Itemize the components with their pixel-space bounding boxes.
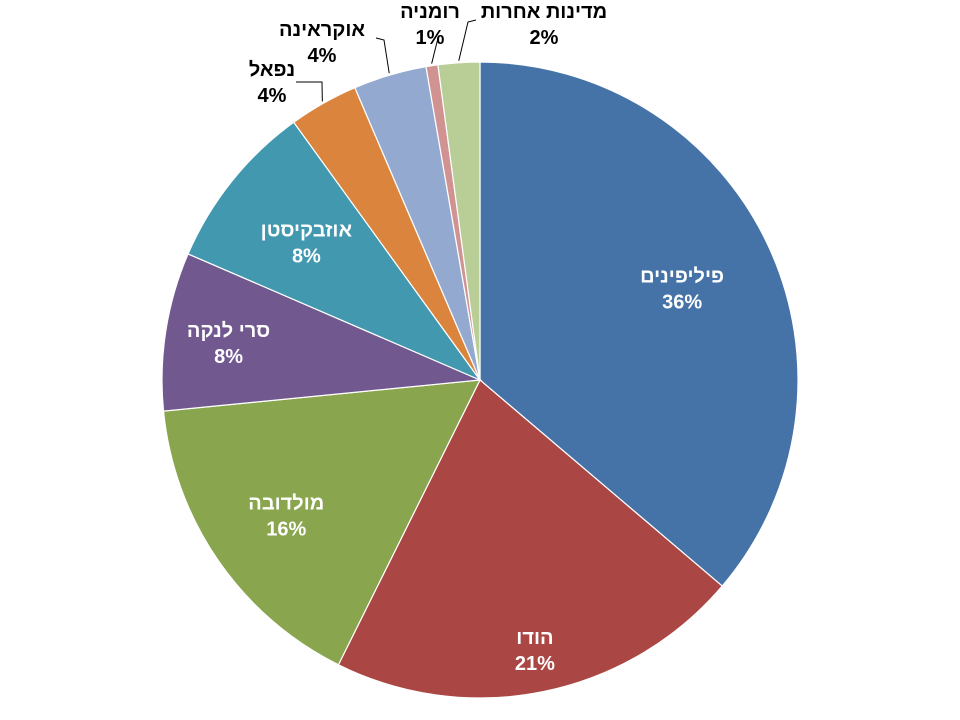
slice-category-label: פיליפינים xyxy=(640,266,724,288)
slice-label-5: נפאל 4% xyxy=(249,59,295,107)
slice-category-label: מולדובה xyxy=(248,493,324,515)
slice-category-label: מדינות אחרות xyxy=(481,1,607,23)
leader-line-7 xyxy=(431,37,439,64)
slice-category-label: אוקראינה xyxy=(279,19,365,41)
slice-category-label: סרי לנקה xyxy=(187,320,270,342)
slice-label-8: מדינות אחרות 2% xyxy=(481,1,607,49)
slice-category-label: הודו xyxy=(516,627,553,649)
pie-slice-3 xyxy=(161,253,483,412)
leader-line-5 xyxy=(296,81,323,102)
pie-slice-4 xyxy=(187,121,482,382)
slice-value-label: 21% xyxy=(515,653,555,675)
slice-label-3: סרי לנקה 8% xyxy=(187,320,270,368)
slice-value-label: 16% xyxy=(266,519,306,541)
slice-category-label: נפאל xyxy=(249,59,295,81)
slice-label-0: פיליפינים 36% xyxy=(640,266,724,314)
slices-layer xyxy=(161,61,799,699)
slice-value-label: 4% xyxy=(308,45,337,67)
slice-value-label: 1% xyxy=(416,27,445,49)
pie-slice-0 xyxy=(479,61,799,587)
slice-value-label: 8% xyxy=(292,246,321,268)
pie-slice-1 xyxy=(337,379,724,699)
slice-label-6: אוקראינה 4% xyxy=(279,19,365,67)
leader-lines-layer xyxy=(296,19,477,102)
slice-value-label: 2% xyxy=(530,27,559,49)
slice-value-label: 36% xyxy=(662,292,702,314)
leader-line-6 xyxy=(375,37,390,74)
slice-label-7: רומניה 1% xyxy=(400,1,460,49)
slice-category-label: רומניה xyxy=(400,1,460,23)
leader-line-8 xyxy=(458,19,477,61)
slice-category-label: אוזבקיסטן xyxy=(261,220,353,242)
slice-label-4: אוזבקיסטן 8% xyxy=(261,220,353,268)
pie-slice-2 xyxy=(162,379,482,666)
slice-label-2: מולדובה 16% xyxy=(248,493,324,541)
pie-slice-8 xyxy=(437,61,481,381)
slice-value-label: 4% xyxy=(258,85,287,107)
slice-value-label: 8% xyxy=(214,346,243,368)
slice-label-1: הודו 21% xyxy=(515,627,555,675)
